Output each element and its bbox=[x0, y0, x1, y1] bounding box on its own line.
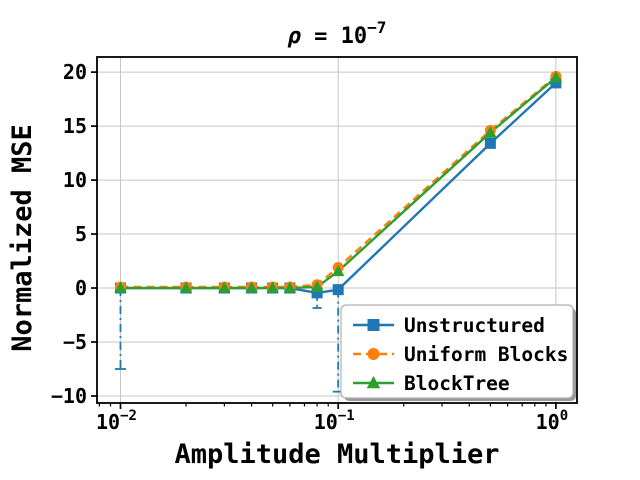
series-line bbox=[120, 76, 557, 290]
legend-box bbox=[340, 304, 574, 399]
triangle-marker bbox=[310, 280, 324, 292]
y-tick-label: 0 bbox=[75, 276, 87, 300]
x-tick-label: 10−2 bbox=[96, 408, 137, 434]
triangle-marker bbox=[484, 126, 497, 138]
square-marker bbox=[332, 284, 344, 296]
axis-ticks bbox=[91, 71, 557, 409]
legend-label: Uniform Blocks bbox=[404, 343, 568, 366]
y-tick-label: −10 bbox=[51, 384, 87, 408]
legend-circle-marker bbox=[367, 348, 380, 360]
y-tick-label: 10 bbox=[63, 168, 87, 192]
square-marker bbox=[484, 137, 496, 149]
triangle-marker bbox=[283, 281, 297, 293]
plot-border bbox=[96, 56, 578, 404]
triangle-marker bbox=[549, 71, 563, 83]
y-axis-label: Normalized MSE bbox=[7, 124, 38, 352]
triangle-marker bbox=[218, 281, 231, 293]
y-tick-label: 5 bbox=[75, 222, 87, 246]
tick-labels: 10−2 10−1 100 −10 −5 0 5 10 15 20 bbox=[51, 60, 568, 434]
y-tick-label: 20 bbox=[63, 60, 87, 84]
triangle-marker bbox=[179, 281, 193, 293]
y-tick-label: 15 bbox=[63, 114, 87, 138]
x-axis-label: Amplitude Multiplier bbox=[174, 439, 499, 470]
triangle-marker bbox=[114, 281, 127, 293]
triangle-marker bbox=[245, 281, 258, 293]
plot-title: ρ = 10−7 bbox=[287, 18, 387, 49]
legend-square-marker bbox=[367, 319, 380, 331]
legend-label: BlockTree bbox=[404, 372, 510, 395]
triangle-marker bbox=[266, 281, 279, 293]
square-marker bbox=[550, 77, 562, 89]
legend-label: Unstructured bbox=[404, 314, 545, 337]
legend: Unstructured Uniform Blocks BlockTree bbox=[340, 304, 576, 401]
triangle-marker bbox=[331, 264, 345, 277]
legend-triangle-marker bbox=[366, 376, 381, 389]
series-lines bbox=[120, 75, 557, 295]
x-tick-label: 100 bbox=[536, 408, 569, 434]
square-marker bbox=[311, 287, 323, 299]
series-markers bbox=[114, 70, 563, 299]
y-tick-label: −5 bbox=[63, 330, 87, 354]
x-tick-label: 10−1 bbox=[314, 408, 355, 434]
